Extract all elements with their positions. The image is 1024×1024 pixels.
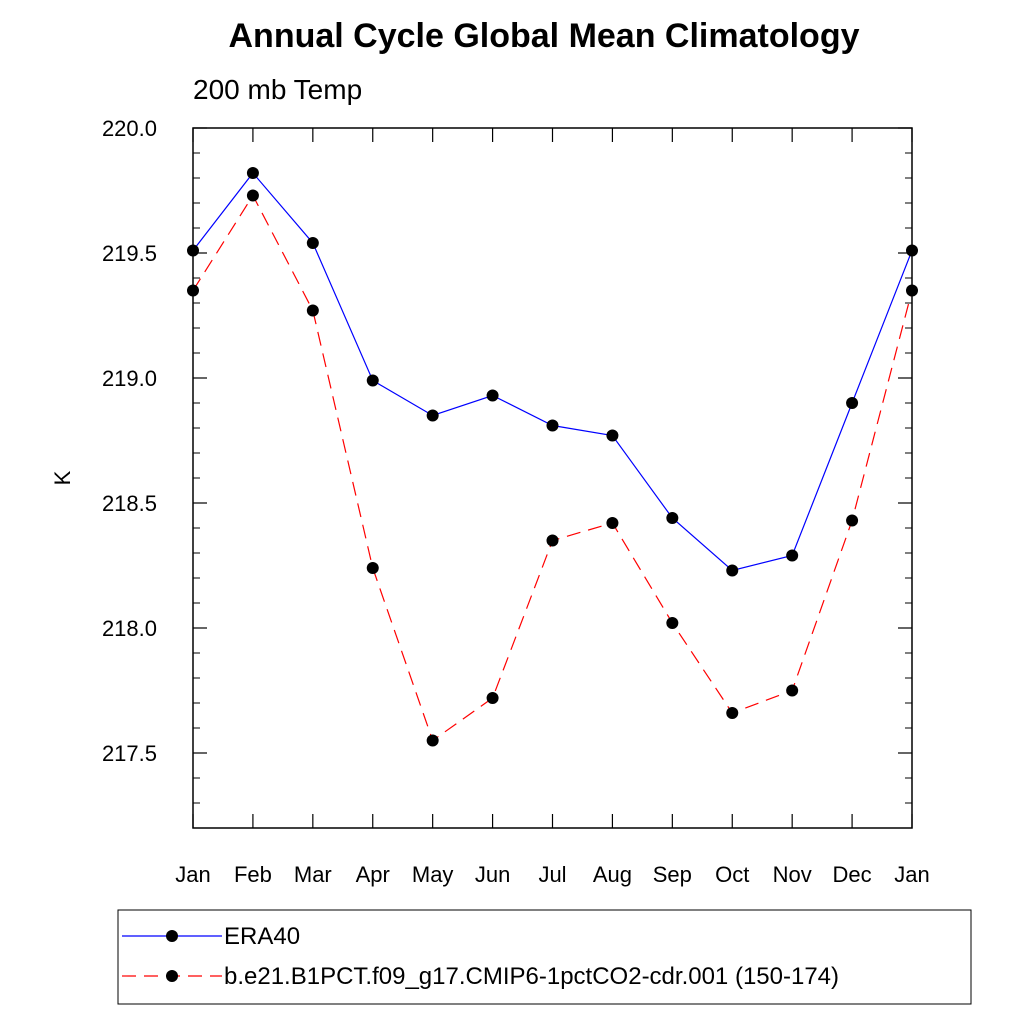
x-tick-label: Mar [294, 862, 332, 887]
data-point [366, 374, 379, 387]
x-tick-label: Nov [773, 862, 812, 887]
y-axis-label: K [50, 470, 75, 485]
x-tick-label: Aug [593, 862, 632, 887]
legend-entry: b.e21.B1PCT.f09_g17.CMIP6-1pctCO2-cdr.00… [122, 963, 839, 990]
x-tick-label: Sep [653, 862, 692, 887]
data-point [366, 562, 379, 574]
data-point [426, 734, 439, 747]
series-line [192, 194, 913, 742]
legend-marker [166, 930, 178, 942]
y-tick-label: 219.0 [102, 366, 157, 391]
x-tick-label: Feb [234, 862, 272, 887]
y-tick-label: 218.0 [102, 616, 157, 641]
data-point [246, 167, 259, 179]
x-tick-label: Jan [175, 862, 210, 887]
plot-frame [192, 127, 913, 829]
data-point [546, 534, 559, 547]
data-point [786, 549, 799, 562]
data-point [246, 189, 259, 202]
legend-marker [166, 970, 178, 982]
chart-subtitle: 200 mb Temp [193, 74, 362, 105]
y-tick-label: 220.0 [102, 116, 157, 141]
chart-title: Annual Cycle Global Mean Climatology [229, 17, 860, 55]
y-tick-label: 218.5 [102, 491, 157, 516]
x-tick-labels: Jan Feb Mar Apr May Jun Jul Aug Sep Oct Nov Dec Jan [175, 862, 929, 887]
data-point [786, 684, 799, 697]
data-point [726, 564, 739, 577]
y-tick-label: 217.5 [102, 741, 157, 766]
data-point [486, 692, 499, 704]
data-point [846, 514, 859, 527]
legend: ERA40 b.e21.B1PCT.f09_g17.CMIP6-1pctCO2-c… [117, 909, 972, 1005]
data-point [426, 409, 439, 422]
series-1 [187, 167, 918, 577]
x-tick-label: Jan [894, 862, 929, 887]
data-point [606, 517, 619, 529]
data-point [846, 397, 859, 409]
data-point [606, 429, 619, 442]
data-point [306, 304, 319, 317]
x-tick-label: Apr [356, 862, 390, 887]
legend-box [117, 909, 972, 1005]
data-point [306, 237, 319, 249]
data-point [546, 419, 559, 432]
data-point [486, 389, 499, 402]
series-2 [187, 189, 918, 747]
legend-entry: ERA40 [122, 923, 300, 950]
data-point [726, 707, 739, 719]
legend-label: b.e21.B1PCT.f09_g17.CMIP6-1pctCO2-cdr.00… [224, 963, 839, 990]
series-line [192, 172, 913, 572]
x-tick-label: Jun [475, 862, 510, 887]
x-tick-label: May [412, 862, 454, 887]
data-point [666, 512, 679, 524]
x-tick-label: Jul [538, 862, 566, 887]
legend-label: ERA40 [224, 923, 300, 950]
data-point [666, 617, 679, 629]
x-tick-label: Oct [715, 862, 749, 887]
plot-series [187, 167, 918, 747]
plot-ticks [192, 127, 913, 829]
x-tick-label: Dec [833, 862, 872, 887]
legend-entries: ERA40 b.e21.B1PCT.f09_g17.CMIP6-1pctCO2-c… [122, 923, 839, 990]
y-tick-label: 219.5 [102, 241, 157, 266]
y-tick-labels: 217.5 218.0 218.5 219.0 219.5 220.0 [102, 116, 157, 766]
